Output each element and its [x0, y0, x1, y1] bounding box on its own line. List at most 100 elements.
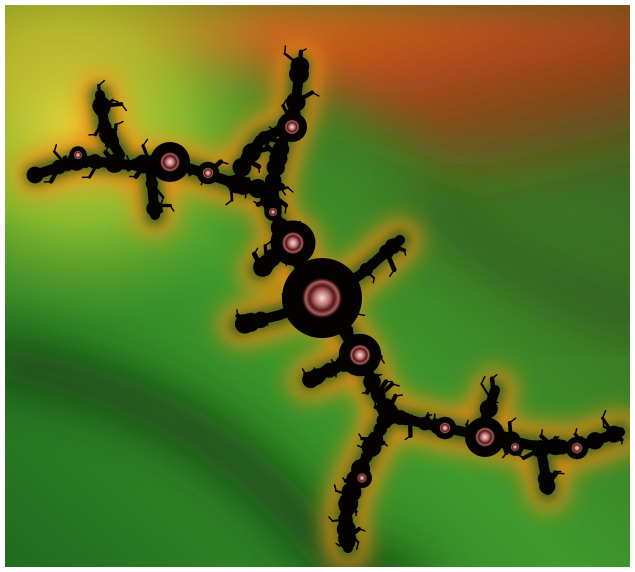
spike: [601, 410, 607, 419]
spike: [358, 528, 366, 532]
ring: [510, 442, 520, 452]
spike: [253, 247, 259, 255]
spike: [53, 144, 58, 153]
spike: [403, 249, 407, 256]
spike: [480, 376, 486, 385]
blob: [109, 156, 124, 172]
spike: [188, 172, 192, 177]
dark-band: [5, 343, 421, 567]
spike: [372, 277, 375, 284]
blob: [101, 158, 110, 167]
spike: [284, 45, 287, 55]
spike: [342, 477, 347, 482]
blob: [539, 460, 549, 470]
ring: [571, 442, 583, 454]
spike: [115, 120, 124, 126]
blob: [242, 143, 261, 162]
blob: [254, 136, 264, 147]
spike: [404, 435, 412, 441]
spike: [253, 200, 259, 206]
spike: [554, 436, 560, 439]
spike: [602, 420, 605, 428]
spike: [264, 240, 272, 247]
blob: [369, 433, 381, 446]
blob: [223, 176, 235, 187]
blob: [26, 166, 44, 184]
blob: [417, 416, 432, 431]
dark-band: [411, 187, 630, 329]
spike: [97, 79, 105, 87]
blob: [345, 490, 356, 501]
blob: [148, 200, 160, 211]
blob: [376, 412, 393, 429]
ring: [284, 119, 300, 135]
spike: [43, 169, 49, 173]
spike: [333, 484, 337, 492]
spike: [501, 452, 508, 459]
spike: [225, 199, 233, 206]
blob: [360, 450, 373, 463]
blob: [586, 432, 604, 450]
spike: [426, 411, 429, 418]
ring: [159, 151, 181, 173]
blob: [486, 395, 497, 405]
blob: [554, 439, 570, 455]
spike: [361, 391, 368, 394]
spike: [126, 154, 130, 162]
blob: [537, 470, 555, 488]
blob: [606, 428, 620, 442]
spike: [301, 368, 306, 375]
ring: [268, 207, 278, 217]
blob: [367, 258, 378, 270]
spike: [284, 204, 287, 214]
spike: [491, 374, 498, 380]
spike: [391, 383, 400, 387]
blob: [379, 244, 394, 260]
spike: [286, 186, 294, 193]
blob: [392, 410, 408, 425]
blob: [370, 387, 385, 401]
ring: [301, 277, 343, 319]
spike: [282, 99, 288, 107]
spike: [335, 542, 340, 547]
blob: [99, 127, 118, 145]
spike: [465, 419, 469, 426]
ring: [356, 472, 368, 484]
spike: [508, 417, 517, 424]
fractal-rings: [73, 119, 583, 484]
spike: [268, 126, 276, 132]
spike: [123, 167, 130, 171]
spike: [219, 160, 229, 165]
spike: [376, 373, 383, 377]
blob: [248, 313, 263, 329]
blob: [258, 254, 276, 272]
blob: [264, 183, 279, 199]
ring: [474, 426, 496, 448]
spike: [142, 138, 149, 147]
spike: [394, 394, 404, 397]
blob: [312, 368, 327, 383]
ring: [281, 231, 305, 255]
blob: [269, 149, 288, 168]
spike: [120, 103, 128, 112]
spike: [300, 48, 307, 53]
ring: [73, 150, 83, 160]
ring: [439, 422, 451, 434]
blob: [338, 529, 357, 548]
spike: [160, 196, 164, 206]
spike: [169, 204, 175, 212]
ring: [348, 343, 372, 367]
spike: [358, 433, 363, 440]
spike: [104, 146, 109, 154]
spike: [574, 428, 578, 436]
blob: [92, 96, 111, 116]
spike: [355, 541, 360, 550]
blob: [233, 176, 253, 195]
spike: [111, 99, 119, 103]
spike: [382, 441, 388, 447]
spike: [311, 91, 320, 97]
blob: [145, 177, 159, 190]
spike: [556, 472, 565, 475]
